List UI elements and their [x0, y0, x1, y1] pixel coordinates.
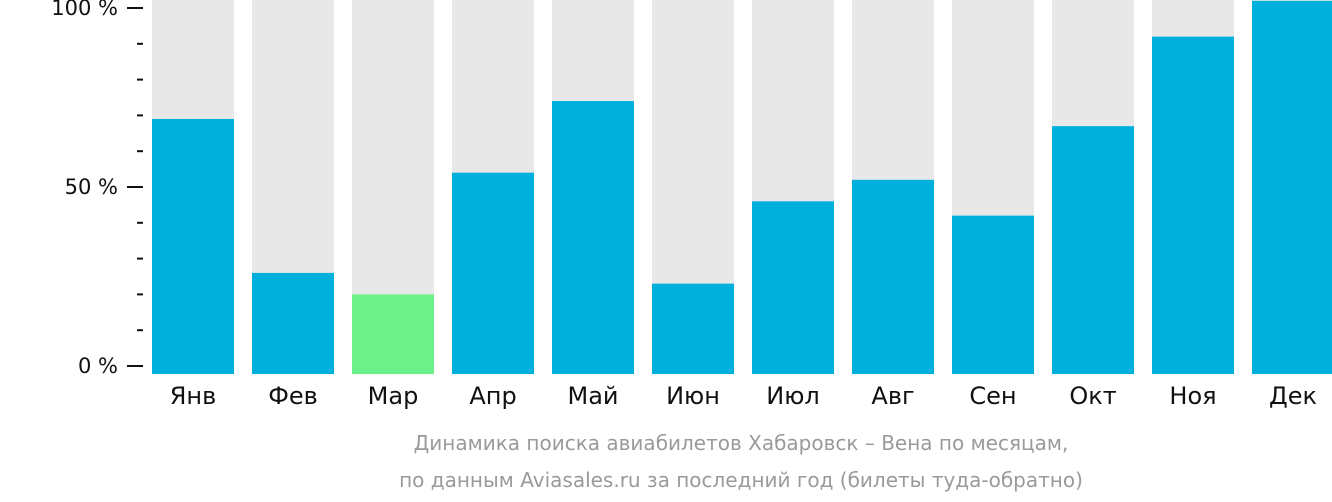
x-tick-label: Янв — [170, 382, 217, 410]
y-axis: 100 % 50 % 0 % — [51, 0, 143, 378]
x-tick-label: Апр — [469, 382, 516, 410]
bar — [152, 118, 234, 374]
y-tick-label: 50 % — [65, 175, 118, 199]
x-tick-label: Дек — [1269, 382, 1317, 410]
x-tick-label: Май — [567, 382, 618, 410]
x-tick-label: Мар — [368, 382, 419, 410]
bar — [852, 179, 934, 374]
x-axis-labels: Янв Фев Мар Апр Май Июн Июл Авг Сен Окт Ноя Дек — [170, 382, 1317, 410]
bar — [452, 172, 534, 374]
bar — [552, 101, 634, 374]
bar — [952, 215, 1034, 374]
bar — [352, 294, 434, 374]
y-tick-label: 100 % — [51, 0, 118, 20]
caption-line-2: по данным Aviasales.ru за последний год … — [399, 468, 1083, 492]
x-tick-label: Авг — [871, 382, 914, 410]
bar — [752, 201, 834, 374]
bars — [152, 0, 1332, 375]
bar — [1052, 126, 1134, 374]
caption-line-1: Динамика поиска авиабилетов Хабаровск – … — [414, 431, 1069, 455]
bar — [252, 272, 334, 374]
bar — [652, 283, 734, 374]
bar — [1152, 36, 1234, 374]
x-tick-label: Июл — [766, 382, 820, 410]
x-tick-label: Сен — [969, 382, 1016, 410]
bar — [1252, 0, 1332, 375]
x-tick-label: Фев — [268, 382, 318, 410]
x-tick-label: Июн — [666, 382, 720, 410]
x-tick-label: Окт — [1069, 382, 1116, 410]
y-tick-label: 0 % — [78, 354, 118, 378]
x-tick-label: Ноя — [1169, 382, 1216, 410]
